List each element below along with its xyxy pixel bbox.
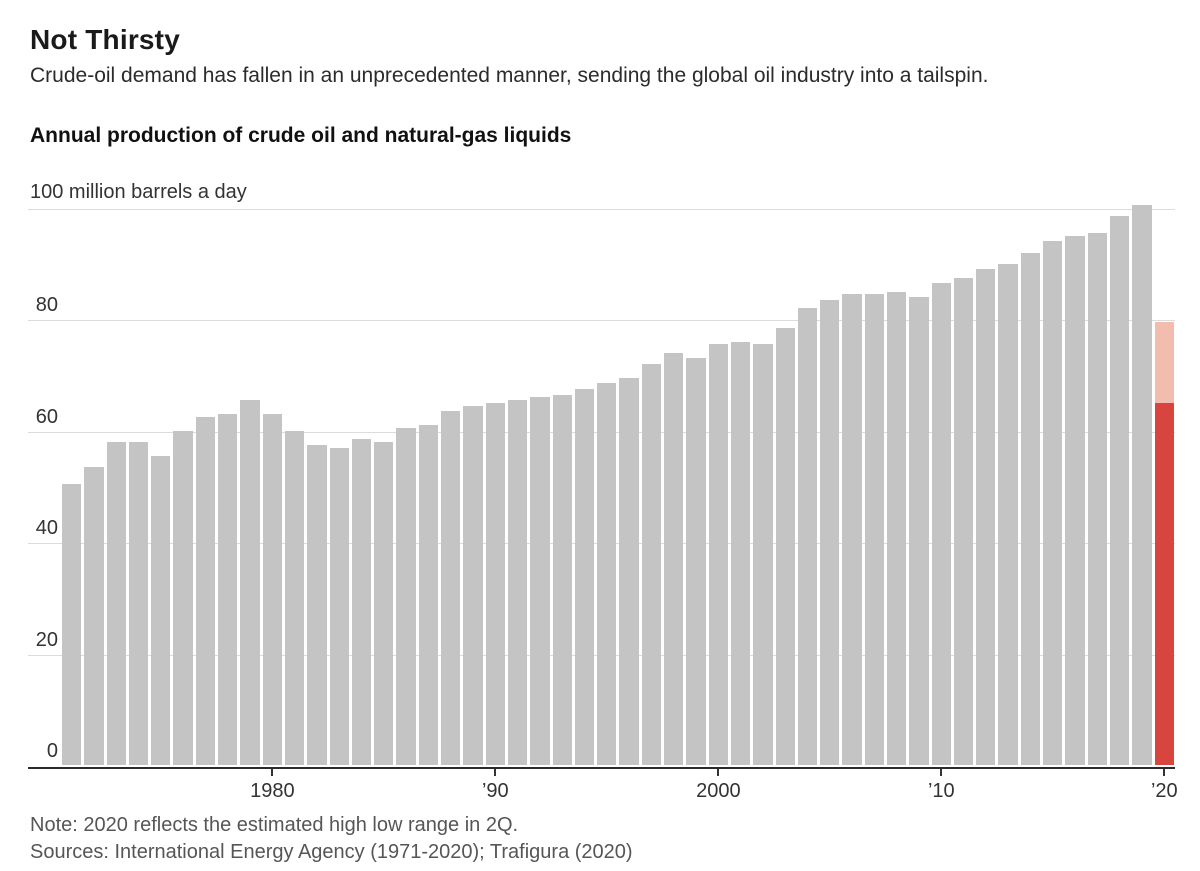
bar-2011	[953, 277, 974, 765]
y-tick-label-60: 60	[35, 405, 58, 428]
series-label: Annual production of crude oil and natur…	[30, 124, 572, 147]
bar-2020	[1154, 322, 1174, 765]
x-tick-label-2000: 2000	[696, 780, 741, 802]
y-tick-label-40: 40	[35, 517, 58, 540]
bar-2010	[931, 283, 951, 765]
bar-1998	[664, 352, 684, 765]
bar-2005	[820, 299, 840, 765]
bar-1979	[240, 400, 260, 765]
footnote: Note: 2020 reflects the estimated high l…	[30, 814, 519, 836]
bar-2017	[1087, 233, 1107, 765]
bar-2016	[1065, 235, 1085, 765]
bar-1994	[574, 389, 595, 765]
bar-2006	[842, 294, 862, 765]
bar-1983	[329, 447, 349, 765]
bar-1990	[485, 402, 505, 765]
x-tick-1990	[494, 767, 497, 776]
bar-1985	[374, 441, 394, 765]
bar-1978	[218, 414, 238, 765]
bar-2018	[1109, 216, 1130, 765]
plot-area: 100 million barrels a day 0 20 40 60 80 1980 ’…	[28, 181, 1178, 802]
sources-line: Sources: International Energy Agency (19…	[30, 841, 633, 863]
bar-2003	[775, 327, 795, 765]
bar-2015	[1043, 241, 1063, 765]
bar-1988	[441, 411, 461, 765]
bar-2008	[886, 291, 907, 765]
x-axis-line	[28, 767, 1175, 769]
y-tick-label-80: 80	[35, 294, 58, 317]
x-tick-2020	[1163, 767, 1166, 776]
bar-1984	[351, 439, 372, 765]
bar-2000	[708, 344, 728, 765]
x-tick-label-1980: 1980	[250, 780, 295, 802]
x-tick-2010	[940, 767, 943, 776]
x-tick-1980	[271, 767, 274, 776]
bar-1991	[507, 400, 528, 765]
x-tick-label-1990: ’90	[481, 780, 509, 802]
bar-1981	[284, 430, 305, 765]
x-tick-label-2020: ’20	[1150, 780, 1178, 802]
y-tick-label-20: 20	[35, 628, 58, 651]
gridline-80	[28, 320, 1175, 322]
bar-2013	[998, 263, 1018, 765]
bar-1992	[530, 397, 550, 765]
gridline-100	[28, 209, 1175, 210]
chart-title: Not Thirsty	[30, 24, 180, 55]
bar-2007	[864, 294, 884, 765]
bar-1971	[62, 483, 82, 765]
bar-1973	[106, 441, 126, 765]
bar-1993	[552, 394, 572, 765]
bar-2020-low-estimate-segment	[1154, 402, 1174, 765]
bar-1986	[396, 428, 416, 765]
bar-2004	[797, 308, 818, 765]
bar-1975	[151, 455, 171, 765]
bar-2012	[976, 269, 996, 765]
bar-1976	[173, 430, 193, 765]
bar-2020-high-estimate-segment	[1154, 322, 1174, 403]
bar-1977	[195, 416, 216, 765]
bar-1987	[418, 425, 439, 765]
bar-2019	[1132, 205, 1152, 765]
bar-1997	[641, 363, 662, 765]
bar-1996	[619, 377, 639, 765]
bar-1999	[686, 358, 706, 765]
bar-1982	[307, 444, 327, 765]
y-tick-label-0: 0	[46, 740, 58, 762]
bar-1989	[463, 405, 483, 765]
x-tick-label-2010: ’10	[927, 780, 955, 802]
y-axis-unit-label: 100 million barrels a day	[30, 181, 247, 203]
bar-2002	[753, 344, 773, 765]
bar-2001	[730, 341, 751, 765]
chart-subtitle: Crude-oil demand has fallen in an unprec…	[30, 64, 989, 87]
bar-2009	[909, 297, 929, 765]
bar-1995	[597, 383, 617, 765]
x-tick-2000	[717, 767, 720, 776]
bar-1972	[84, 467, 104, 765]
bar-1974	[128, 441, 149, 765]
bars-container	[62, 205, 1174, 765]
bar-1980	[262, 414, 282, 765]
bar-2014	[1020, 252, 1041, 765]
